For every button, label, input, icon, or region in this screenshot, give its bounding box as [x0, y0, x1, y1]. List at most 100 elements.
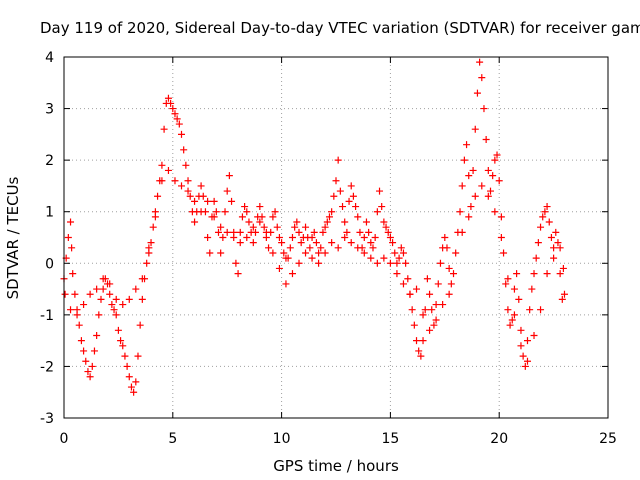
data-point	[106, 290, 114, 298]
data-point	[406, 290, 414, 298]
data-point	[325, 213, 333, 221]
data-point	[132, 378, 140, 386]
data-points	[60, 58, 568, 396]
data-point	[434, 280, 442, 288]
data-point	[275, 234, 283, 241]
data-point	[413, 337, 421, 345]
data-point	[302, 249, 310, 257]
data-point	[341, 218, 349, 226]
data-point	[393, 270, 401, 278]
data-point	[119, 342, 127, 350]
data-point	[367, 254, 375, 262]
data-point	[273, 223, 281, 231]
data-point	[321, 249, 329, 257]
y-tick-label: -1	[40, 308, 54, 324]
data-point	[456, 208, 464, 216]
data-point	[532, 254, 540, 262]
data-point	[114, 326, 122, 334]
chart-title: Day 119 of 2020, Sidereal Day-to-day VTE…	[40, 19, 640, 37]
data-point	[419, 311, 427, 319]
data-point	[543, 270, 551, 278]
data-point	[486, 187, 494, 195]
data-point	[127, 383, 135, 391]
data-point	[491, 208, 499, 216]
data-point	[347, 239, 355, 247]
data-point	[439, 301, 447, 309]
data-point	[491, 156, 499, 164]
data-point	[310, 228, 318, 236]
data-point	[145, 244, 153, 252]
data-point	[408, 306, 416, 314]
y-tick-label: -2	[40, 359, 54, 375]
data-point	[184, 177, 192, 185]
data-point	[504, 275, 512, 283]
data-point	[384, 228, 392, 236]
data-point	[238, 213, 246, 221]
data-point	[497, 213, 505, 221]
data-point	[482, 136, 490, 144]
data-point	[121, 352, 129, 360]
data-point	[471, 125, 479, 133]
data-point	[217, 223, 225, 231]
data-point	[308, 254, 316, 262]
data-point	[332, 177, 340, 185]
data-point	[336, 187, 344, 195]
data-point	[319, 228, 327, 236]
data-point	[552, 228, 560, 236]
data-point	[315, 259, 323, 267]
data-point	[99, 285, 107, 293]
data-point	[286, 244, 294, 252]
data-point	[180, 146, 188, 154]
data-point	[175, 120, 183, 128]
data-point	[230, 234, 238, 241]
data-point	[550, 254, 558, 262]
data-point	[556, 270, 564, 278]
data-point	[421, 306, 429, 314]
data-point	[184, 187, 192, 195]
data-point	[302, 223, 310, 231]
data-point	[519, 352, 527, 360]
data-point	[428, 306, 436, 314]
data-point	[312, 239, 320, 247]
data-point	[306, 244, 314, 252]
data-point	[426, 326, 434, 334]
data-point	[197, 182, 205, 190]
data-point	[123, 362, 131, 370]
data-point	[197, 208, 205, 216]
data-point	[517, 342, 525, 350]
data-point	[334, 156, 342, 164]
data-point	[77, 337, 85, 345]
data-point	[284, 254, 292, 262]
data-point	[391, 249, 399, 257]
data-point	[343, 228, 351, 236]
data-point	[282, 280, 290, 288]
data-point	[426, 290, 434, 298]
data-point	[82, 357, 90, 365]
data-point	[378, 203, 386, 211]
data-point	[356, 228, 364, 236]
data-point	[328, 239, 336, 247]
data-point	[545, 218, 553, 226]
data-point	[476, 58, 484, 66]
data-point	[469, 166, 477, 174]
data-point	[558, 295, 566, 303]
data-point	[93, 285, 101, 293]
data-point	[164, 166, 172, 174]
data-point	[90, 347, 98, 355]
data-point	[504, 306, 512, 314]
data-point	[147, 239, 155, 247]
data-point	[295, 259, 303, 267]
data-point	[323, 218, 331, 226]
data-point	[125, 373, 133, 381]
data-point	[199, 192, 207, 200]
data-point	[443, 244, 451, 252]
data-point	[75, 321, 83, 329]
data-point	[112, 295, 120, 303]
y-tick-label: 1	[45, 205, 54, 221]
data-point	[465, 172, 473, 180]
data-point	[108, 301, 116, 309]
data-point	[334, 244, 342, 252]
data-point	[173, 115, 181, 123]
data-point	[249, 223, 257, 231]
data-point	[234, 270, 242, 278]
